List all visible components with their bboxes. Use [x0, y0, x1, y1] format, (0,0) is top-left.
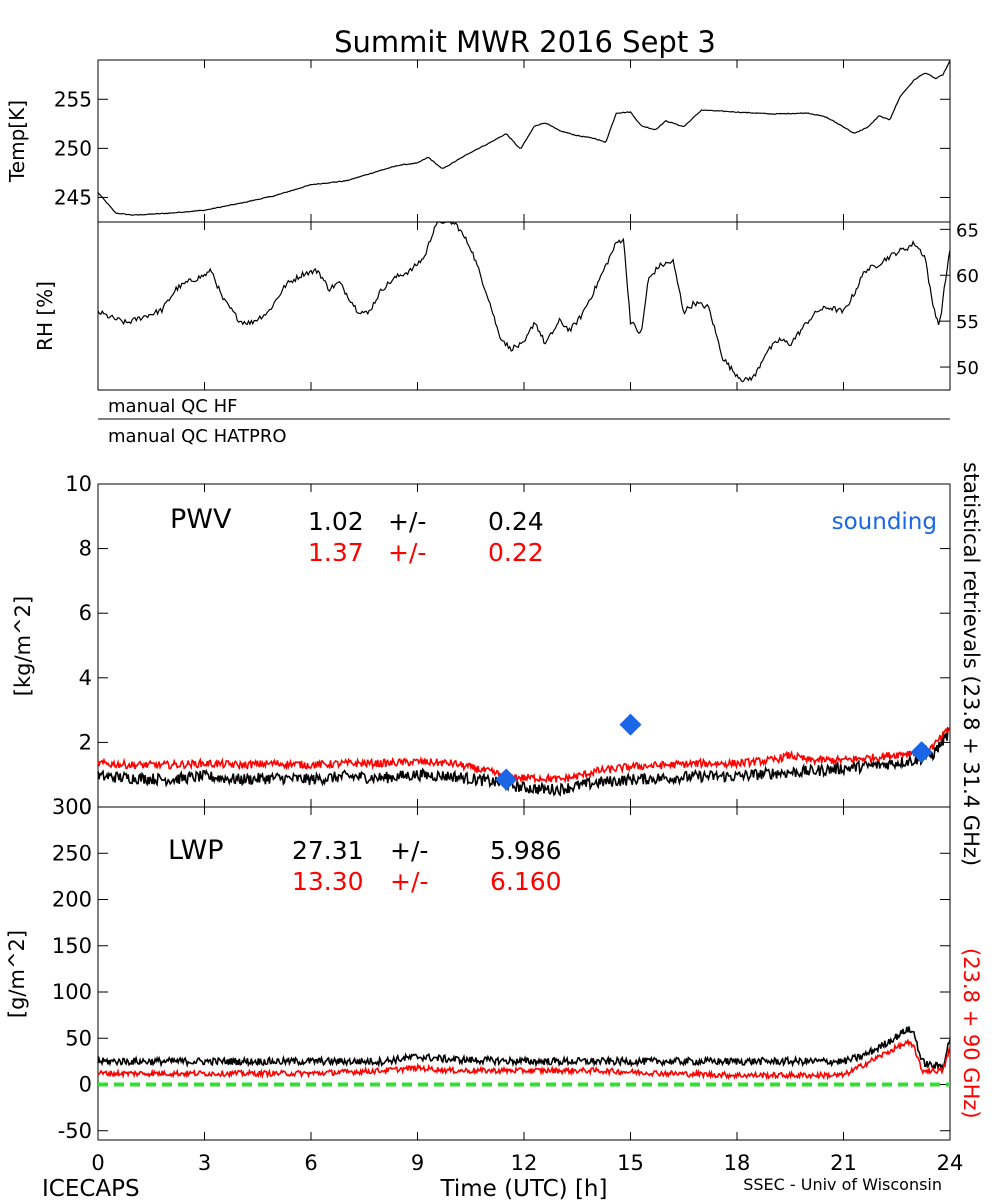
sounding-point: [495, 768, 518, 791]
sounding-point: [910, 741, 933, 764]
y-tick-label: 250: [54, 136, 92, 160]
y-tick-label: 8: [79, 537, 92, 561]
y-tick-label: 2: [79, 730, 92, 754]
pwv-series-red: [97, 727, 951, 785]
y-tick-label: 150: [52, 934, 92, 958]
x-tick-label: 15: [617, 1151, 644, 1175]
y-tick-label: 55: [956, 312, 979, 333]
lwp-stat-red-value: 13.30: [292, 867, 364, 896]
rh-ylabel: RH [%]: [33, 281, 57, 351]
y-tick-label: -50: [58, 1119, 92, 1143]
y-tick-label: 245: [54, 185, 92, 209]
lwp-series-black: [97, 1026, 951, 1071]
pwv-stat-black-err: 0.24: [488, 507, 544, 536]
pwv-stat-red-err: 0.22: [488, 538, 544, 567]
pwv-stat-black-pm: +/-: [388, 507, 426, 536]
x-tick-label: 24: [937, 1151, 964, 1175]
pwv-stat-red-pm: +/-: [388, 538, 426, 567]
tick-layer: 245250255505560650246810-500501001502002…: [52, 60, 979, 1175]
temperature-series-black: [97, 60, 951, 216]
x-tick-label: 0: [91, 1151, 104, 1175]
relative-humidity-series-black: [97, 221, 951, 383]
temp-panel-frame: [97, 59, 951, 223]
sounding-legend: sounding: [832, 509, 937, 535]
x-tick-label: 9: [411, 1151, 424, 1175]
y-tick-label: 10: [65, 472, 92, 496]
y-tick-label: 0: [79, 1073, 92, 1097]
lwp-stat-black-pm: +/-: [390, 836, 428, 865]
footer-ssec: SSEC - Univ of Wisconsin: [743, 1175, 942, 1194]
pwv-panel-label: PWV: [170, 504, 232, 535]
x-tick-label: 18: [724, 1151, 751, 1175]
pwv-ylabel: [kg/m^2]: [11, 596, 35, 696]
pwv-stat-black-value: 1.02: [308, 507, 364, 536]
y-tick-label: 50: [956, 358, 979, 379]
x-tick-label: 6: [304, 1151, 317, 1175]
x-tick-label: 12: [511, 1151, 538, 1175]
lwp-stat-black-err: 5.986: [490, 836, 562, 865]
y-tick-label: 300: [52, 795, 92, 819]
rh-panel-frame: [97, 221, 951, 391]
pwv-series-black: [97, 726, 951, 797]
temp-ylabel: Temp[K]: [5, 100, 29, 183]
y-tick-label: 200: [52, 888, 92, 912]
y-tick-label: 6: [79, 601, 92, 625]
chart-title: Summit MWR 2016 Sept 3: [334, 25, 716, 59]
y-tick-label: 65: [956, 220, 979, 241]
retrieval-label-90ghz: (23.8 + 90 GHz): [959, 948, 983, 1119]
x-axis-label: Time (UTC) [h]: [440, 1176, 608, 1200]
retrieval-label-statistical: statistical retrievals (23.8 + 31.4 GHz): [959, 462, 983, 866]
series-layer: [97, 60, 951, 1087]
y-tick-label: 50: [65, 1026, 92, 1050]
lwp-stat-red-pm: +/-: [390, 867, 428, 896]
lwp-ylabel: [g/m^2]: [5, 930, 29, 1018]
lwp-stat-red-err: 6.160: [490, 867, 562, 896]
y-tick-label: 100: [52, 980, 92, 1004]
y-tick-label: 60: [956, 266, 979, 287]
qc-label-hatpro: manual QC HATPRO: [108, 426, 287, 447]
lwp-panel-label: LWP: [168, 835, 224, 866]
lwp-series-red: [97, 1038, 951, 1081]
x-tick-label: 21: [830, 1151, 857, 1175]
x-tick-label: 3: [198, 1151, 211, 1175]
pwv-stat-red-value: 1.37: [308, 538, 364, 567]
qc-label-hf: manual QC HF: [108, 396, 237, 417]
y-tick-label: 4: [79, 666, 92, 690]
sounding-point: [619, 713, 642, 736]
lwp-stat-black-value: 27.31: [292, 836, 364, 865]
y-tick-label: 0: [79, 795, 92, 819]
y-tick-label: 250: [52, 841, 92, 865]
y-tick-label: 255: [54, 87, 92, 111]
footer-icecaps: ICECAPS: [42, 1176, 140, 1200]
